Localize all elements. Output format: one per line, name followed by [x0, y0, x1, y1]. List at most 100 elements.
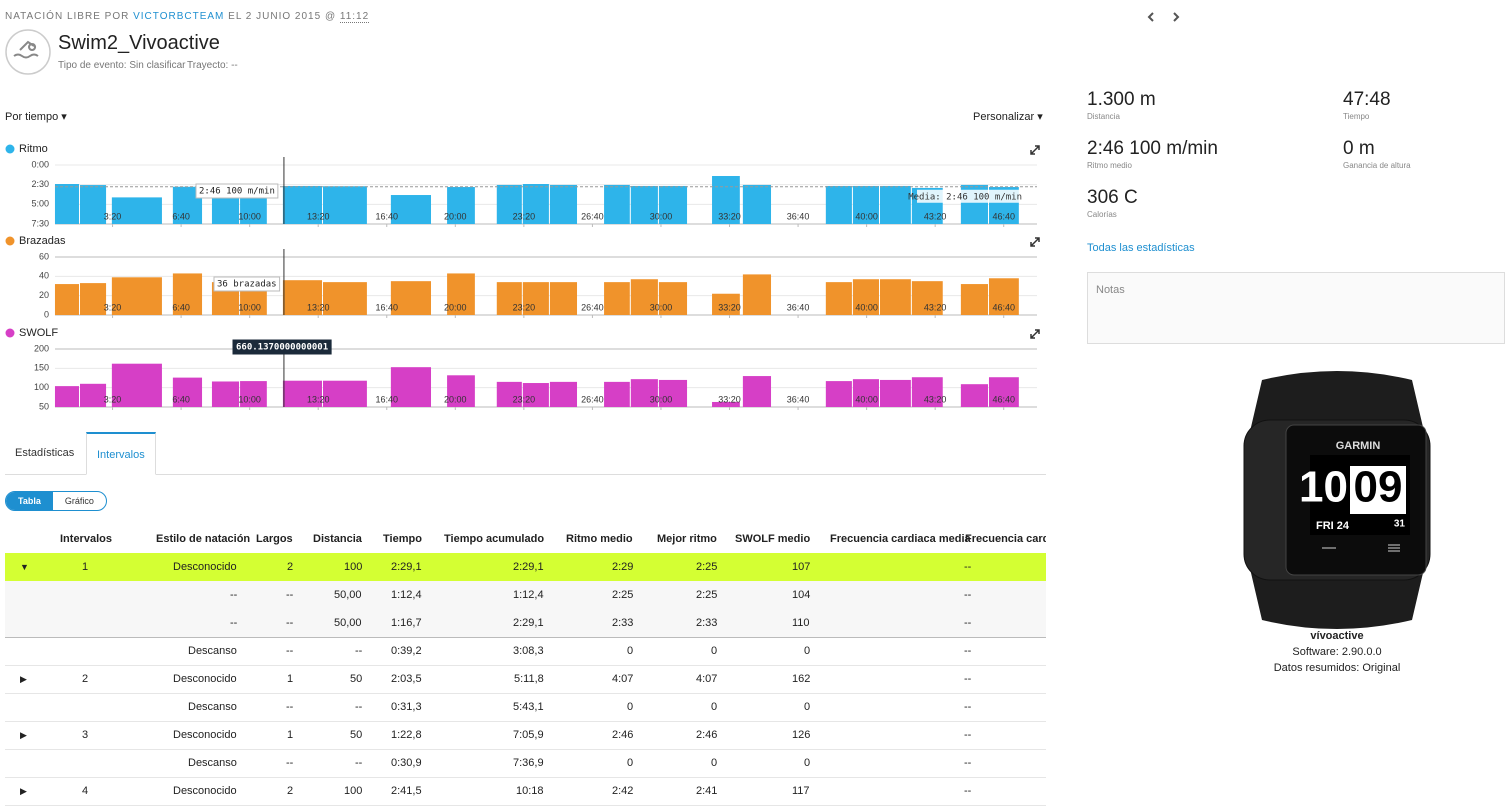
column-header[interactable]: Tiempo: [383, 533, 422, 545]
x-tick-label: 20:00: [444, 394, 467, 404]
bar: [390, 281, 432, 315]
tab[interactable]: Estadísticas: [15, 447, 75, 459]
table-cell: --: [964, 701, 972, 713]
expand-icon[interactable]: [1030, 145, 1040, 155]
column-header[interactable]: Largos: [256, 533, 293, 545]
watch-minute: 09: [1354, 463, 1403, 512]
bar: [549, 282, 578, 315]
table-row[interactable]: Descanso -- -- 0:30,9 7:36,9 0 0 0 --: [5, 749, 1046, 778]
expand-arrow[interactable]: ▶: [20, 730, 27, 740]
table-row[interactable]: ▶ 3 Desconocido 1 50 1:22,8 7:05,9 2:46 2:46 126 -…: [5, 721, 1046, 750]
column-header[interactable]: Mejor ritmo: [657, 533, 717, 545]
x-tick-label: 36:40: [787, 302, 810, 312]
table-row[interactable]: -- -- 50,00 1:16,7 2:29,1 2:33 2:33 110 --: [5, 609, 1046, 638]
bar: [323, 380, 367, 407]
table-cell: Desconocido: [173, 673, 237, 685]
column-header[interactable]: Frecuencia cardiaca máxima: [965, 533, 1046, 545]
bar: [172, 273, 203, 315]
expand-arrow[interactable]: ▶: [20, 786, 27, 796]
x-tick-label: 16:40: [375, 211, 398, 221]
expand-icon[interactable]: [1030, 329, 1040, 339]
toggle-option[interactable]: Tabla: [6, 492, 53, 510]
activity-title[interactable]: Swim2_Vivoactive: [58, 32, 220, 54]
table-cell: Desconocido: [173, 729, 237, 741]
table-cell: 0: [627, 645, 634, 657]
table-cell: 2:25: [612, 589, 634, 601]
activity-icon: [5, 29, 51, 75]
x-tick-label: 6:40: [172, 394, 190, 404]
bar: [54, 284, 79, 315]
bar: [604, 282, 630, 315]
bar: [447, 187, 475, 224]
column-header[interactable]: Frecuencia cardiaca media: [830, 533, 971, 545]
table-cell: 1: [287, 729, 294, 741]
x-tick-label: 6:40: [172, 302, 190, 312]
table-row[interactable]: ▶ 4 Desconocido 2 100 2:41,5 10:18 2:42 2:41 117 -…: [5, 777, 1046, 806]
table-cell: 0: [711, 701, 718, 713]
expand-arrow[interactable]: ▶: [20, 674, 27, 684]
table-cell: --: [286, 645, 294, 657]
tab[interactable]: Intervalos: [86, 432, 156, 475]
bar: [630, 379, 658, 407]
table-row[interactable]: Descanso -- -- 0:39,2 3:08,3 0 0 0 --: [5, 637, 1046, 666]
course[interactable]: Trayecto: --: [187, 60, 238, 71]
time-mode[interactable]: Por tiempo ▾: [5, 111, 67, 123]
watch-number: 31: [1394, 519, 1406, 530]
average-label-bg: [917, 189, 1025, 203]
x-tick-label: 40:00: [855, 211, 878, 221]
table-row[interactable]: -- -- 50,00 1:12,4 1:12,4 2:25 2:25 104 --: [5, 581, 1046, 610]
notes-box[interactable]: Notas: [1087, 272, 1505, 344]
column-header[interactable]: Tiempo acumulado: [444, 533, 545, 545]
table-cell: Descanso: [188, 757, 237, 769]
column-header[interactable]: Ritmo medio: [566, 533, 633, 545]
expand-icon[interactable]: [1030, 237, 1040, 247]
swim-icon: [13, 40, 39, 59]
x-tick-label: 26:40: [581, 211, 604, 221]
table-cell: 2:03,5: [391, 673, 422, 685]
user-link[interactable]: VICTORBCTEAM: [133, 11, 225, 22]
table-cell: 2:42: [612, 785, 634, 797]
column-header[interactable]: Intervalos: [60, 533, 112, 545]
time[interactable]: 11:12: [339, 11, 370, 23]
y-tick-label: 200: [34, 343, 49, 353]
event-type[interactable]: Tipo de evento: Sin clasificar: [58, 60, 186, 71]
x-tick-label: 36:40: [787, 394, 810, 404]
bar: [825, 282, 852, 315]
bar: [852, 279, 879, 315]
column-header[interactable]: SWOLF medio: [735, 533, 811, 545]
y-tick-label: 100: [34, 382, 49, 392]
table-row[interactable]: ▼ 1 Desconocido 2 100 2:29,1 2:29,1 2:29 2:25 107…: [5, 553, 1046, 582]
table-cell: 50: [350, 673, 363, 685]
column-header[interactable]: Estilo de natación: [156, 533, 251, 545]
table-cell: 2:29: [612, 561, 634, 573]
time-mode-label: Por tiempo: [5, 111, 59, 123]
x-tick-label: 30:00: [650, 394, 673, 404]
table-cell: 2:33: [696, 617, 718, 629]
table-cell: 162: [792, 673, 811, 685]
table-cell: 2:29,1: [513, 617, 544, 629]
bar: [111, 363, 162, 407]
table-row[interactable]: Descanso -- -- 0:31,3 5:43,1 0 0 0 --: [5, 693, 1046, 722]
customize[interactable]: Personalizar ▾: [973, 111, 1043, 123]
table-cell: --: [230, 617, 238, 629]
y-tick-label: 60: [39, 251, 49, 261]
all-stats-link[interactable]: Todas las estadísticas: [1087, 242, 1195, 254]
nav-arrows[interactable]: [1147, 12, 1180, 22]
stat-label: Calorías: [1087, 210, 1117, 219]
column-header[interactable]: Distancia: [313, 533, 362, 545]
y-tick-label: 150: [34, 363, 49, 373]
table-cell: 0:31,3: [391, 701, 422, 713]
x-tick-label: 43:20: [924, 211, 947, 221]
bar: [522, 184, 549, 224]
tabs: Estadísticas Intervalos: [5, 432, 1046, 475]
toggle-option[interactable]: Gráfico: [64, 496, 94, 506]
table-cell: 3:08,3: [513, 645, 544, 657]
expand-arrow[interactable]: ▼: [20, 562, 29, 572]
table-cell: 1:22,8: [391, 729, 422, 741]
table-cell: 5:11,8: [514, 673, 544, 685]
x-tick-label: 43:20: [924, 302, 947, 312]
stat-label: Tiempo: [1343, 112, 1370, 121]
table-row[interactable]: ▶ 2 Desconocido 1 50 2:03,5 5:11,8 4:07 4:07 162 -…: [5, 665, 1046, 694]
